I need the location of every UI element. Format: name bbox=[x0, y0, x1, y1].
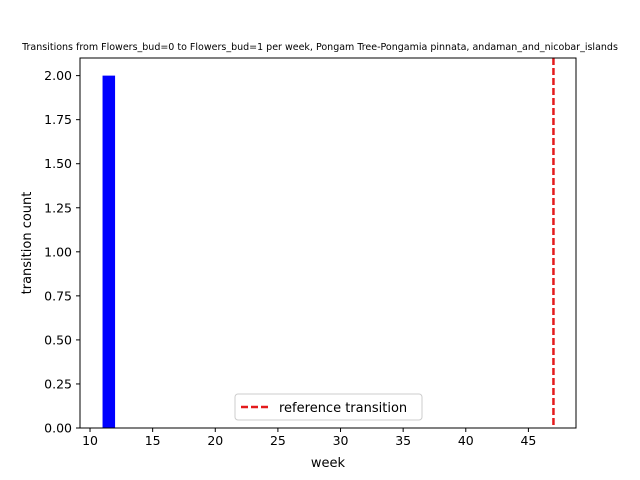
x-tick-label: 35 bbox=[395, 433, 411, 448]
bars-layer bbox=[102, 75, 116, 428]
x-tick-label: 40 bbox=[458, 433, 474, 448]
y-tick-label: 1.75 bbox=[44, 112, 72, 127]
y-tick-label: 1.50 bbox=[44, 156, 72, 171]
y-tick-label: 1.00 bbox=[44, 244, 72, 259]
y-axis-ticks: 0.00 0.25 0.50 0.75 1.00 1.25 1.50 1.75 2.00 bbox=[44, 68, 80, 436]
x-tick-label: 45 bbox=[520, 433, 536, 448]
x-tick-label: 25 bbox=[270, 433, 286, 448]
x-tick-label: 10 bbox=[82, 433, 98, 448]
y-tick-label: 0.00 bbox=[44, 421, 72, 436]
legend: reference transition bbox=[234, 393, 423, 421]
plot-frame bbox=[79, 57, 577, 429]
y-tick-label: 0.50 bbox=[44, 332, 72, 347]
bar-0 bbox=[102, 75, 116, 428]
y-tick-label: 0.25 bbox=[44, 376, 72, 391]
x-tick-label: 30 bbox=[333, 433, 349, 448]
x-tick-label: 15 bbox=[145, 433, 161, 448]
y-tick-label: 0.75 bbox=[44, 288, 72, 303]
y-axis-label: transition count bbox=[20, 192, 35, 295]
y-tick-label: 2.00 bbox=[44, 68, 72, 83]
legend-box bbox=[234, 393, 423, 421]
x-axis-ticks: 10 15 20 25 30 35 40 45 bbox=[82, 428, 536, 448]
x-axis-label: week bbox=[311, 456, 346, 471]
legend-label-reference-transition: reference transition bbox=[279, 401, 407, 416]
chart-title: Transitions from Flowers_bud=0 to Flower… bbox=[21, 42, 618, 53]
x-tick-label: 20 bbox=[207, 433, 223, 448]
y-tick-label: 1.25 bbox=[44, 200, 72, 215]
